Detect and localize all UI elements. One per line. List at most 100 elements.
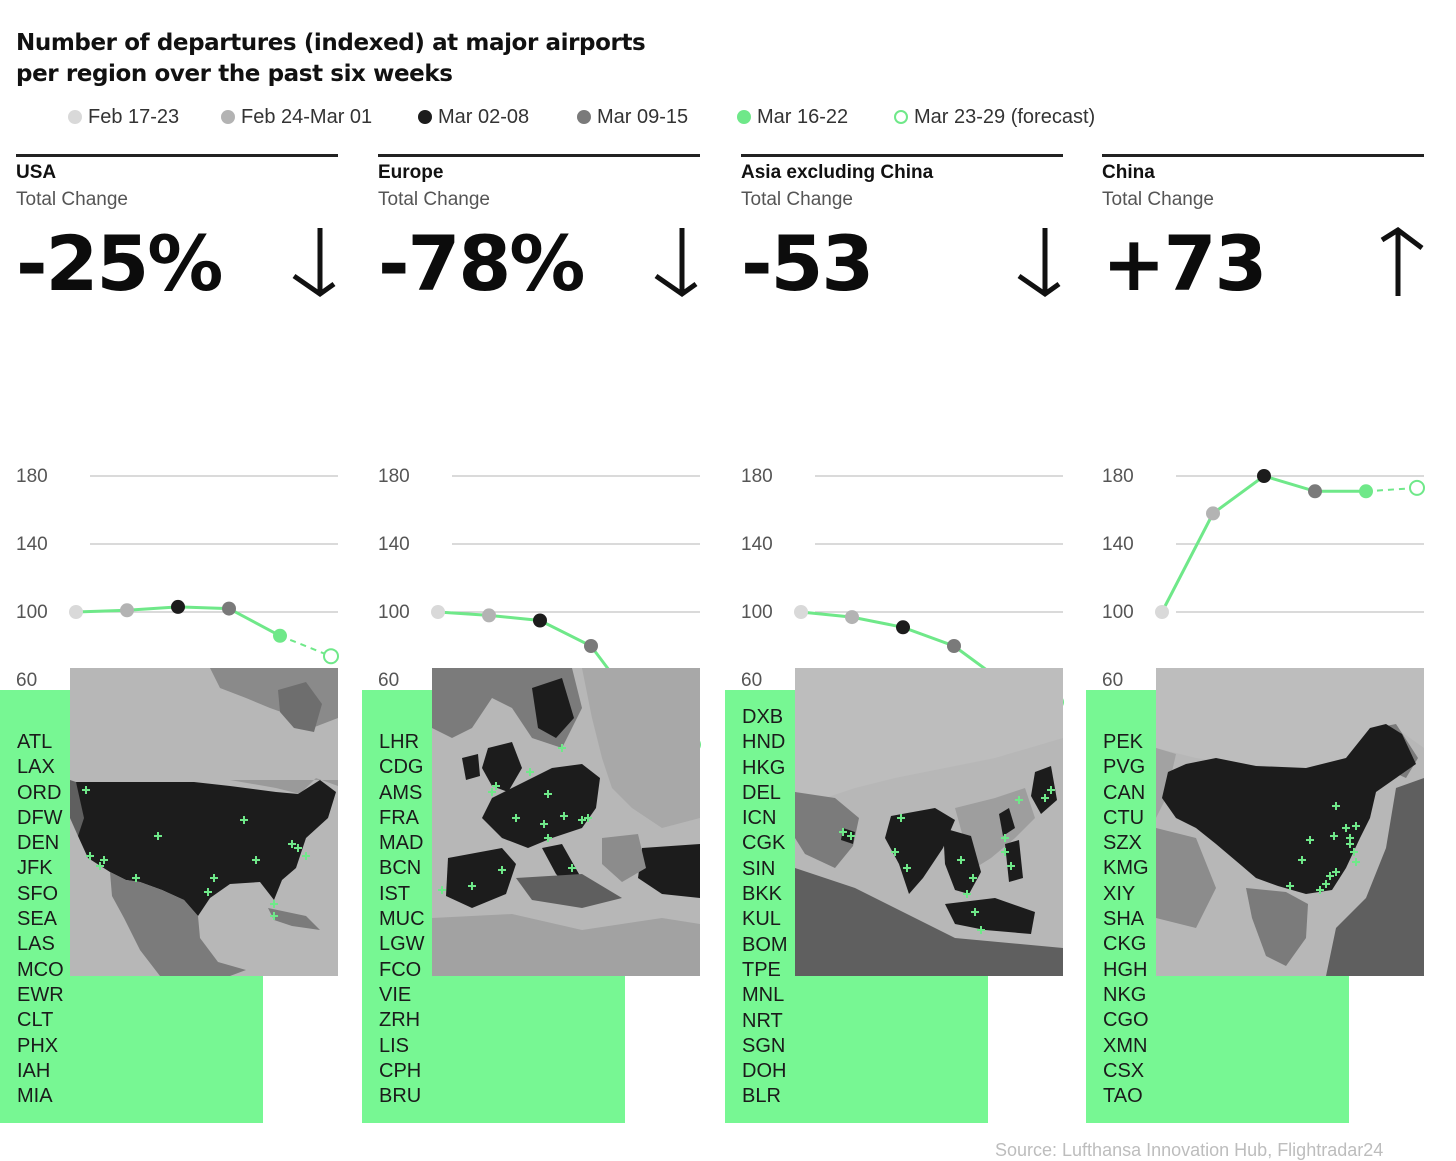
airport-code: LAX [17, 756, 55, 779]
legend-label-week-4: Mar 09-15 [597, 105, 689, 128]
y-tick-label: 140 [741, 534, 773, 555]
total-change-label: Total Change [741, 189, 853, 210]
panel-asia-excluding-china: Asia excluding China Total Change -53 18… [725, 154, 1064, 1124]
airport-code: PEK [1103, 731, 1144, 753]
airport-code: CAN [1103, 781, 1146, 804]
arrow-down-icon [654, 228, 698, 298]
airport-code: TPE [742, 958, 781, 981]
airport-code: CGO [1103, 1009, 1149, 1032]
airport-code: XIY [1103, 882, 1136, 905]
airport-code: NKG [1103, 983, 1147, 1006]
china-map-icon [1156, 668, 1424, 976]
y-tick-label: 180 [1102, 466, 1134, 487]
data-point [533, 613, 547, 628]
panel-top-rule [1102, 154, 1424, 157]
airport-code: HND [742, 731, 786, 754]
airport-code: MCO [17, 958, 64, 981]
airport-markers [1286, 802, 1360, 894]
airport-code: XMN [1103, 1034, 1148, 1057]
y-tick-label: 140 [1102, 534, 1134, 555]
data-point [482, 608, 496, 623]
airport-codes-list: PEK PVG CAN CTU SZX KMG XIY SHA CKG HGH NKG CGO XMN C… [1103, 730, 1149, 1109]
airport-markers [438, 744, 592, 894]
airport-code: SGN [742, 1034, 786, 1057]
y-tick-label: 140 [378, 534, 410, 555]
airport-code: ZRH [379, 1009, 421, 1032]
data-point [222, 601, 236, 616]
chart-title: Number of departures (indexed) at major … [16, 28, 716, 90]
airport-code: BKK [742, 883, 783, 906]
legend-label-week-1: Feb 17-23 [88, 105, 180, 128]
source-note: Source: Lufthansa Innovation Hub, Flight… [995, 1140, 1384, 1160]
airport-codes-list: ATL LAX ORD DFW DEN JFK SFO SEA LAS MCO EWR CLT PHX I… [17, 730, 64, 1109]
airport-codes-list: LHR CDG AMS FRA MAD BCN IST MUC LGW FCO VIE ZRH LIS C… [379, 730, 425, 1109]
data-point [584, 639, 598, 653]
airport-code: VIE [379, 983, 412, 1006]
legend-item-week-4: Mar 09-15 [577, 103, 688, 131]
region-name: China [1102, 162, 1155, 183]
legend-marker-week-4 [577, 110, 591, 124]
arrow-down-icon [292, 228, 336, 298]
y-tick-label: 140 [16, 534, 48, 555]
airport-code: SHA [1103, 908, 1145, 931]
y-tick-label: 100 [378, 602, 410, 623]
airport-code: CSX [1103, 1059, 1145, 1082]
airport-codes-list: DXB HND HKG DEL ICN CGK SIN BKK KUL BOM TPE MNL NRT S… [742, 705, 788, 1110]
map-panel [1156, 668, 1424, 976]
data-point [273, 628, 287, 643]
region-name: USA [16, 162, 57, 183]
panel-top-rule [741, 154, 1063, 157]
line-chart: 1801401006020 [1102, 466, 1425, 759]
airport-code: ORD [17, 781, 62, 804]
airport-code: HKG [742, 756, 786, 779]
airport-code: FRA [379, 806, 419, 829]
total-change-value: -25% [16, 219, 223, 308]
total-change-value: +73 [1102, 219, 1267, 308]
airport-code: FCO [379, 958, 422, 981]
data-point [69, 605, 83, 619]
data-point [1359, 484, 1373, 499]
data-point [896, 620, 910, 635]
data-point [120, 603, 134, 618]
line-chart: 1801401006020 [741, 466, 1064, 759]
map-panel [795, 668, 1063, 976]
region-name: Europe [378, 162, 444, 183]
airport-code: BOM [742, 933, 788, 956]
data-point [1257, 469, 1271, 483]
y-tick-label: 180 [378, 466, 410, 487]
y-tick-label: 60 [16, 670, 37, 691]
legend-marker-week-2 [221, 110, 235, 124]
airport-code: NRT [742, 1009, 783, 1032]
airport-code: CKG [1103, 933, 1147, 956]
airport-code: KMG [1103, 857, 1149, 880]
airport-code: AMS [379, 781, 423, 804]
line-chart: 1801401006020 [16, 466, 339, 759]
legend-item-week-1: Feb 17-23 [68, 103, 179, 131]
legend-marker-week-5 [737, 110, 751, 124]
airport-code: LIS [379, 1034, 410, 1057]
total-change-label: Total Change [16, 189, 128, 210]
airport-code: IST [379, 882, 411, 905]
data-point [171, 599, 185, 614]
airport-code: DFW [17, 806, 63, 829]
forecast-line [279, 634, 332, 658]
airport-code: CGK [742, 832, 786, 855]
map-panel [70, 668, 338, 976]
arrow-up-icon [1380, 226, 1424, 296]
total-change-label: Total Change [1102, 189, 1214, 210]
total-change-label: Total Change [378, 189, 490, 210]
airport-markers [82, 786, 310, 920]
y-tick-label: 100 [1102, 602, 1134, 623]
map-panel [432, 668, 700, 976]
airport-code: DEL [742, 781, 781, 804]
airport-code: DEN [17, 832, 60, 855]
forecast-line [1365, 486, 1418, 493]
panel-china: China Total Change +73 1801401006020 [1086, 154, 1425, 1124]
y-tick-label: 60 [378, 670, 399, 691]
airport-code: DXB [742, 706, 784, 728]
line-chart: 1801401006020 [378, 466, 701, 759]
legend-label-week-6: Mar 23-29 (forecast) [914, 105, 1096, 128]
airport-code: CTU [1103, 806, 1145, 829]
legend-label-week-5: Mar 16-22 [757, 105, 849, 128]
legend-item-week-6-forecast: Mar 23-29 (forecast) [894, 103, 1095, 131]
